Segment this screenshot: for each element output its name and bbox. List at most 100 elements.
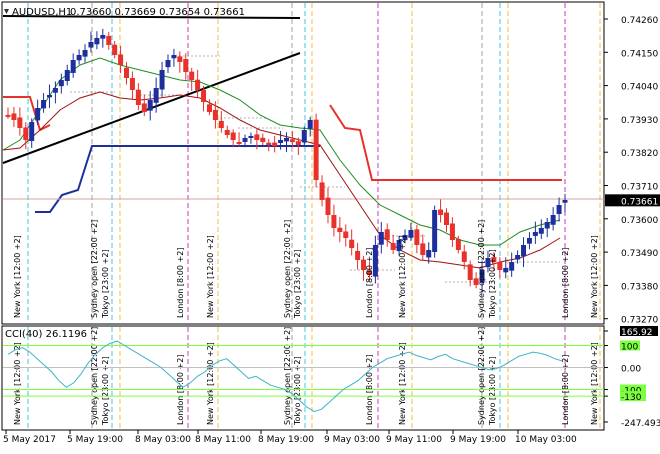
candle-body-83 [497, 261, 503, 270]
cci-tick-box-4 [620, 391, 646, 402]
price-tick-2: 0.74040 [621, 83, 658, 93]
cci-tick-1: 100 [621, 343, 638, 353]
session-label-cci-8: New York [12:00 +2] [398, 342, 407, 425]
session-label-cci-0: New York [12:00 +2] [13, 342, 22, 425]
cci-line [7, 340, 563, 413]
candle-body-6 [41, 100, 47, 109]
candle-body-24 [147, 100, 153, 111]
candle-body-75 [449, 223, 455, 240]
dropdown-triangle-icon[interactable] [4, 9, 9, 14]
candle-body-88 [526, 238, 532, 244]
candle-body-82 [491, 257, 497, 262]
candle-body-14 [88, 42, 94, 48]
candle-body-61 [366, 270, 372, 275]
session-label-cci-5: Sydney open [22:00 +2] [283, 327, 292, 425]
cci-tick-box-3 [620, 384, 646, 395]
candle-body-36 [218, 120, 224, 128]
session-label-cci-9: Sydney open [22:00 +2] [477, 327, 486, 425]
session-labels: New York [12:00 +2] New York [12:00 +2] Sy… [13, 220, 599, 426]
candle-body-28 [171, 55, 177, 59]
session-label-main-5: Sydney open [22:00 +2] [283, 220, 292, 318]
candle-body-34 [206, 104, 212, 112]
candle-body-13 [82, 50, 88, 57]
candle-body-71 [426, 250, 432, 258]
candle-body-67 [402, 235, 408, 241]
candle-body-0 [5, 114, 11, 117]
price-tick-8: 0.73380 [621, 282, 658, 292]
price-tick-1: 0.74150 [621, 49, 658, 59]
session-label-main-9: Sydney open [22:00 +2] [477, 220, 486, 318]
candle-body-68 [408, 230, 414, 238]
session-label-main-12: New York [12:00 +2] [590, 235, 599, 318]
candle-body-51 [307, 120, 313, 129]
candle-body-91 [544, 222, 550, 229]
candle-body-17 [106, 35, 112, 45]
time-axis: 5 May 2017 5 May 19:00 8 May 03:00 8 May 11… [3, 430, 577, 445]
ohlc-values: 0.73660 0.73669 0.73654 0.73661 [70, 7, 245, 18]
session-label-cci-1: Sydney open [22:00 +2] [90, 327, 99, 425]
candle-body-60 [361, 259, 367, 270]
candle-body-59 [355, 250, 361, 260]
candle-body-62 [372, 245, 378, 277]
candle-body-20 [124, 67, 130, 78]
session-label-main-0: New York [12:00 +2] [13, 235, 22, 318]
candle-body-73 [438, 209, 444, 215]
candle-body-37 [224, 129, 230, 135]
candle-body-39 [236, 141, 242, 144]
time-label-3: 8 May 11:00 [195, 435, 251, 445]
candle-body-70 [420, 243, 426, 255]
symbol-label: AUDUSD,H1 [12, 7, 72, 18]
candle-body-30 [183, 59, 189, 72]
price-tick-3: 0.73930 [621, 116, 658, 126]
cci-tick-5: -247.4932 [621, 419, 660, 429]
candle-body-11 [70, 60, 76, 73]
candle-body-79 [473, 278, 479, 285]
candle-body-35 [212, 109, 218, 120]
candles [5, 28, 568, 293]
candle-body-1 [11, 113, 17, 120]
candle-body-5 [35, 108, 41, 121]
time-label-5: 9 May 03:00 [324, 435, 380, 445]
ma-fast-line [2, 57, 561, 246]
session-label-main-8: New York [12:00 +2] [398, 235, 407, 318]
time-label-0: 5 May 2017 [3, 435, 56, 445]
session-label-cci-2: Tokyo [23:00 +2] [101, 356, 110, 426]
candle-body-69 [414, 229, 420, 245]
time-label-6: 9 May 11:00 [386, 435, 442, 445]
upper-channel-right [329, 104, 562, 181]
price-tick-7: 0.73490 [621, 249, 658, 259]
indicator-pane-frame [1, 325, 605, 431]
candle-body-18 [112, 44, 118, 55]
candle-body-77 [461, 251, 467, 262]
session-label-main-3: London [8:00 +2] [176, 248, 185, 318]
candle-body-7 [46, 95, 52, 98]
session-label-cci-12: New York [12:00 +2] [590, 342, 599, 425]
candle-body-80 [479, 270, 485, 283]
candle-body-84 [503, 268, 509, 273]
cci-indicator [3, 340, 604, 413]
lower-channel [35, 145, 320, 213]
price-tick-4: 0.73820 [621, 149, 658, 159]
indicator-header: CCI(40) 26.1196 [5, 329, 87, 340]
candle-body-78 [467, 264, 473, 280]
top-horizontal-trendline [2, 15, 301, 19]
time-label-1: 5 May 19:00 [67, 435, 123, 445]
candle-body-43 [260, 137, 266, 142]
candle-body-3 [23, 127, 29, 140]
candle-body-92 [550, 215, 556, 225]
session-label-main-11: London [8:00 +2] [561, 248, 570, 318]
candle-body-23 [141, 103, 147, 112]
candle-body-16 [100, 35, 106, 39]
price-tick-0: 0.74260 [621, 16, 658, 26]
current-price-label: 0.73661 [621, 197, 658, 207]
candle-body-47 [284, 138, 289, 142]
candle-body-45 [272, 142, 278, 146]
candle-body-9 [58, 80, 64, 87]
current-price-box [605, 194, 660, 207]
session-label-main-7: London [8:00 +2] [365, 248, 374, 318]
candle-body-81 [485, 258, 491, 268]
candle-body-64 [384, 229, 390, 240]
session-vertical-lines [27, 3, 601, 429]
